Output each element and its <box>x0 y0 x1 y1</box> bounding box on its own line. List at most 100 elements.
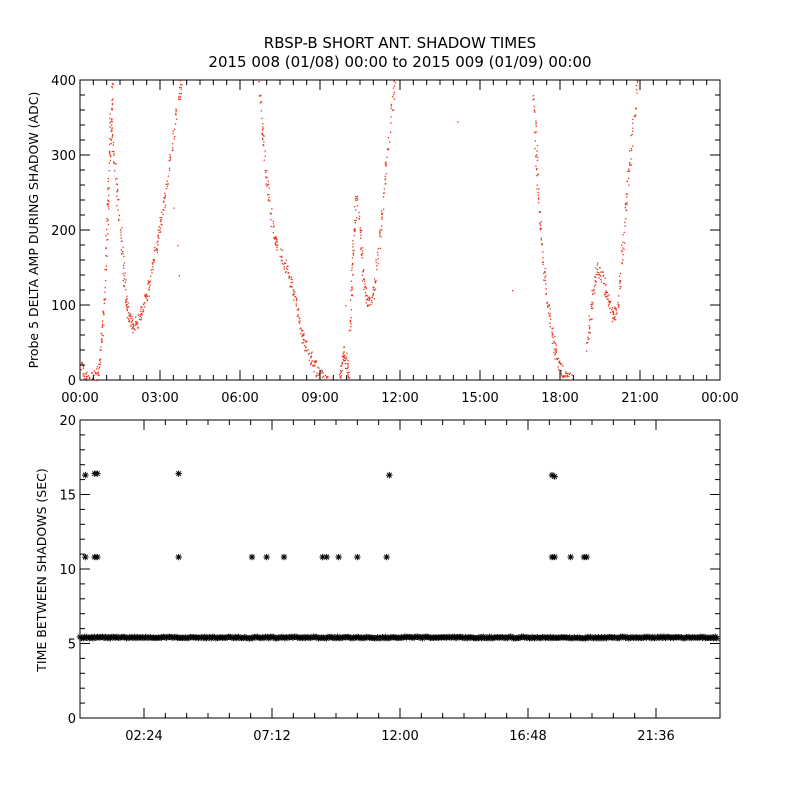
shadow-amp-point <box>354 222 356 224</box>
shadow-amp-point <box>109 126 111 128</box>
shadow-amp-point <box>305 341 307 343</box>
shadow-amp-point <box>153 261 155 263</box>
shadow-amp-point <box>303 344 306 347</box>
shadow-amp-point <box>379 231 381 234</box>
shadow-amp-point <box>118 220 120 222</box>
shadow-amp-point <box>534 140 536 142</box>
shadow-amp-point <box>383 188 385 190</box>
x-tick-label: 12:00 <box>381 729 418 744</box>
shadow-amp-point <box>137 322 139 324</box>
shadow-amp-point <box>590 318 592 320</box>
shadow-amp-point <box>111 107 113 109</box>
x-tick-label: 16:48 <box>509 729 546 744</box>
shadow-amp-point <box>343 351 345 353</box>
shadow-amp-point <box>637 80 639 82</box>
shadow-amp-point <box>135 316 137 318</box>
shadow-amp-point <box>600 279 602 281</box>
shadow-amp-point <box>356 199 358 202</box>
shadow-amp-point <box>361 247 364 249</box>
shadow-amp-point <box>362 270 364 272</box>
asterisk-stroke <box>176 554 182 560</box>
shadow-amp-point <box>287 265 289 267</box>
shadow-amp-point <box>550 318 552 320</box>
shadow-amp-point <box>86 371 88 374</box>
shadow-amp-point <box>377 258 379 260</box>
shadow-amp-point <box>120 231 122 233</box>
shadow-amp-point <box>166 183 169 185</box>
shadow-amp-point <box>567 372 569 375</box>
shadow-amp-point <box>114 170 116 172</box>
shadow-amp-point <box>605 293 607 295</box>
shadow-amp-point <box>387 137 390 139</box>
shadow-amp-point <box>354 206 356 208</box>
shadow-amp-point <box>169 154 171 156</box>
shadow-amp-point <box>121 240 123 242</box>
shadow-amp-point <box>379 229 382 231</box>
shadow-amp-point <box>160 223 162 225</box>
shadow-amp-point <box>122 267 125 269</box>
shadow-amp-point <box>120 229 122 231</box>
shadow-amp-point <box>385 163 388 165</box>
shadow-amp-point <box>607 295 609 297</box>
shadow-amp-point <box>111 119 113 121</box>
shadow-amp-point <box>163 197 165 199</box>
shadow-amp-point <box>386 156 388 158</box>
shadow-amp-point <box>129 313 132 315</box>
shadow-amp-point <box>107 189 109 191</box>
shadow-amp-point <box>542 261 544 263</box>
time-between-shadows-point <box>94 470 101 477</box>
shadow-amp-point <box>303 339 306 341</box>
shadow-amp-point <box>88 377 91 379</box>
shadow-amp-point <box>630 164 632 166</box>
y-tick-label: 5 <box>68 638 76 653</box>
shadow-amp-point <box>135 320 137 323</box>
shadow-amp-point <box>552 334 554 336</box>
shadow-amp-point <box>129 313 131 315</box>
shadow-amp-point <box>113 162 115 164</box>
shadow-amp-point <box>106 217 108 220</box>
asterisk-stroke <box>176 470 182 477</box>
shadow-amp-point <box>566 376 568 378</box>
shadow-amp-point <box>354 228 356 230</box>
shadow-amp-point <box>268 196 270 199</box>
shadow-amp-point <box>108 187 110 189</box>
shadow-amp-point <box>114 162 116 165</box>
shadow-amp-point <box>293 299 295 301</box>
shadow-amp-point <box>93 374 95 376</box>
top-axes: 00:00 03:00 06:00 09:00 12:00 15:00 18:00 21:00… <box>51 74 739 406</box>
shadow-amp-point <box>152 266 154 268</box>
shadow-amp-point <box>291 281 294 283</box>
shadow-amp-point <box>178 95 180 97</box>
time-between-shadows-point <box>713 635 720 642</box>
shadow-amp-point <box>157 234 159 236</box>
shadow-amp-point <box>160 231 162 233</box>
shadow-amp-point <box>626 209 628 211</box>
shadow-amp-point <box>390 103 393 106</box>
shadow-amp-point <box>354 219 356 222</box>
shadow-amp-point <box>295 303 297 305</box>
shadow-amp-point <box>365 302 367 304</box>
shadow-amp-point <box>542 251 544 253</box>
shadow-amp-point <box>611 320 614 323</box>
x-tick-label: 21:36 <box>637 729 674 744</box>
shadow-amp-point <box>554 342 557 345</box>
shadow-amp-point <box>123 255 125 258</box>
shadow-amp-point <box>302 334 304 336</box>
shadow-amp-point <box>267 180 269 182</box>
time-between-shadows-point <box>82 471 89 479</box>
shadow-amp-point <box>356 195 359 198</box>
shadow-amp-point <box>344 359 347 361</box>
shadow-amp-point <box>312 365 314 367</box>
shadow-amp-point <box>101 341 103 343</box>
time-between-shadows-point <box>583 553 590 561</box>
shadow-amp-point <box>262 123 264 125</box>
shadow-amp-point <box>542 257 544 259</box>
shadow-amp-point <box>175 114 177 116</box>
shadow-amp-point <box>160 219 162 221</box>
shadow-amp-point <box>361 274 364 276</box>
shadow-amp-point <box>272 220 274 222</box>
shadow-amp-point <box>566 373 568 375</box>
shadow-amp-point <box>539 222 541 224</box>
shadow-amp-point <box>107 239 109 241</box>
shadow-amp-point <box>105 247 107 249</box>
